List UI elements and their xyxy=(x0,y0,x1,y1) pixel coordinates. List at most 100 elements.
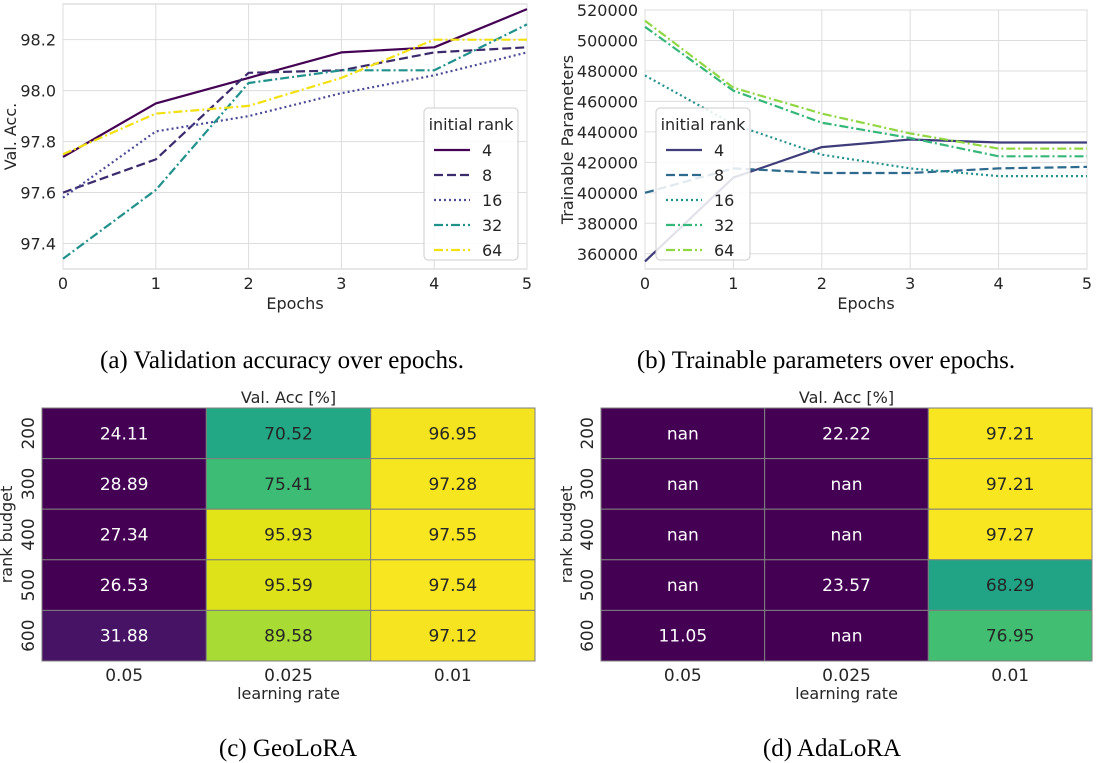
x-tick-label: 4 xyxy=(994,274,1004,293)
y-tick-label: 480000 xyxy=(577,62,638,81)
cell-value-label: 97.54 xyxy=(428,576,477,596)
legend-label-32: 32 xyxy=(714,216,734,235)
legend: initial rank 4 8 16 32 64 xyxy=(655,107,751,261)
heatmap-cell xyxy=(927,458,1093,510)
x-tick-label: 1 xyxy=(151,274,161,293)
heatmap-title: Val. Acc [%] xyxy=(241,388,336,407)
y-tick-label: 300 xyxy=(578,468,598,500)
x-tick-label: 3 xyxy=(905,274,915,293)
x-tick-label: 0.05 xyxy=(664,666,702,686)
x-tick-label: 0.025 xyxy=(264,666,313,686)
legend-label-8: 8 xyxy=(714,166,724,185)
series-line-32 xyxy=(62,23,528,260)
caption-a: (a) Validation accuracy over epochs. xyxy=(100,347,464,374)
y-tick-label: 500000 xyxy=(577,31,638,50)
y-tick-label: 98.0 xyxy=(20,82,56,101)
cell-value-label: 96.95 xyxy=(428,424,477,444)
cell-value-label: 27.34 xyxy=(100,526,149,546)
y-axis-label: rank budget xyxy=(557,486,576,584)
series-line-8 xyxy=(62,46,528,194)
y-tick-label: 200 xyxy=(578,417,598,449)
cell-value-label: 97.28 xyxy=(428,475,477,495)
y-tick-label: 98.2 xyxy=(20,31,56,50)
y-axis-label: rank budget xyxy=(0,486,16,584)
x-axis-label: Epochs xyxy=(837,294,894,313)
x-tick-label: 0.01 xyxy=(434,666,472,686)
cell-value-label: nan xyxy=(831,526,863,546)
x-tick-label: 0.025 xyxy=(822,666,871,686)
y-tick-label: 400 xyxy=(19,518,39,550)
y-tick-label: 97.6 xyxy=(20,184,56,203)
cell-value-label: 97.21 xyxy=(986,475,1035,495)
panel-a-line-chart: 0 1 2 3 4 5 97.4 97.6 97.8 98.0 98.2 Epochs Val. Acc… xyxy=(1,3,532,313)
heatmap-cell xyxy=(41,407,207,460)
heatmap-cell xyxy=(600,407,766,460)
heatmap-title: Val. Acc [%] xyxy=(799,388,894,407)
heatmap-cell xyxy=(764,508,929,561)
legend-title: initial rank xyxy=(429,115,515,134)
y-tick-label: 500 xyxy=(19,569,39,601)
series-line-4 xyxy=(62,8,528,158)
cell-value-label: 28.89 xyxy=(100,475,149,495)
heatmap-cell xyxy=(370,458,536,510)
cell-value-label: nan xyxy=(667,576,699,596)
x-tick-label: 2 xyxy=(244,274,254,293)
x-tick-label: 5 xyxy=(522,274,532,293)
heatmap-cell xyxy=(600,609,766,662)
cell-value-label: nan xyxy=(667,475,699,495)
x-tick-label: 4 xyxy=(429,274,439,293)
x-axis-label: learning rate xyxy=(795,684,898,703)
legend-box xyxy=(423,107,519,261)
legend-label-64: 64 xyxy=(714,241,734,260)
heatmap-cell xyxy=(370,609,536,662)
heatmap-cell xyxy=(927,407,1093,460)
heatmap-cell xyxy=(370,559,536,611)
series-line-64 xyxy=(644,19,1087,150)
legend-box xyxy=(655,107,751,261)
cell-value-label: 97.21 xyxy=(986,424,1035,444)
x-tick-label: 5 xyxy=(1082,274,1092,293)
cell-value-label: 95.93 xyxy=(264,526,313,546)
heatmap-cell xyxy=(205,508,372,561)
heatmap-cell xyxy=(370,407,536,460)
legend-label-32: 32 xyxy=(482,216,502,235)
x-tick-label: 3 xyxy=(336,274,346,293)
caption-c: (c) GeoLoRA xyxy=(219,735,357,762)
y-tick-label: 380000 xyxy=(577,214,638,233)
x-tick-label: 2 xyxy=(817,274,827,293)
series-line-32 xyxy=(644,25,1087,158)
series-line-16 xyxy=(62,51,528,199)
x-tick-label: 0 xyxy=(640,274,650,293)
legend: initial rank 4 8 16 32 64 xyxy=(423,107,519,261)
x-tick-label: 0.01 xyxy=(991,666,1029,686)
cell-value-label: 22.22 xyxy=(822,424,871,444)
x-tick-label: 0 xyxy=(58,274,68,293)
cell-value-label: 97.55 xyxy=(428,526,477,546)
legend-label-8: 8 xyxy=(482,166,492,185)
legend-title: initial rank xyxy=(661,115,747,134)
cell-value-label: 24.11 xyxy=(100,424,149,444)
y-tick-label: 500 xyxy=(578,569,598,601)
cell-value-label: nan xyxy=(831,627,863,647)
y-axis-label: Trainable Parameters xyxy=(558,55,577,225)
heatmap-cell xyxy=(927,609,1093,662)
legend-label-4: 4 xyxy=(714,141,724,160)
y-axis-label: Val. Acc. xyxy=(1,103,20,170)
cell-value-label: 11.05 xyxy=(658,627,707,647)
y-tick-label: 97.8 xyxy=(20,133,56,152)
heatmap-cell xyxy=(41,458,207,510)
heatmap-cell xyxy=(370,508,536,561)
cell-value-label: 76.95 xyxy=(986,627,1035,647)
heatmap-cell xyxy=(600,508,766,561)
heatmap-cell xyxy=(764,609,929,662)
heatmap-cell xyxy=(927,508,1093,561)
cell-value-label: nan xyxy=(831,475,863,495)
legend-label-64: 64 xyxy=(482,241,502,260)
y-tick-label: 600 xyxy=(578,619,598,651)
heatmap-cell xyxy=(41,559,207,611)
panel-c-heatmap: 24.11 70.52 96.95 28.89 75.41 97.28 27.34 95.93… xyxy=(0,388,536,703)
y-tick-label: 400000 xyxy=(577,184,638,203)
y-tick-label: 420000 xyxy=(577,153,638,172)
y-tick-label: 600 xyxy=(19,619,39,651)
